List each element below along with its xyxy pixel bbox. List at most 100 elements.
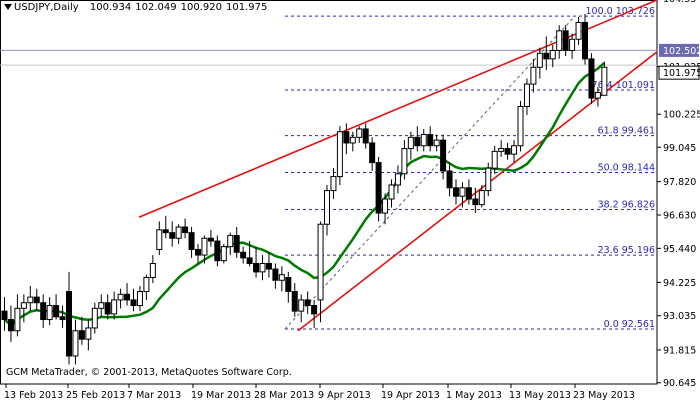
candle-body-up [420, 134, 427, 147]
candle-body-up [156, 229, 163, 250]
candle-body-up [20, 302, 27, 309]
candle-body-up [46, 305, 53, 321]
candle-body-up [556, 30, 563, 51]
candle-body-up [117, 293, 124, 301]
fib-level-label: 100.0 103.726 [585, 6, 655, 17]
fib-level-label: 76.4 101.091 [592, 80, 655, 91]
fib-level-label: 50.0 98.144 [598, 163, 655, 174]
y-tick-label: 95.440 [663, 244, 696, 255]
candle-body-up [459, 187, 466, 197]
candle-body-up [298, 299, 305, 312]
candle-body-down [465, 187, 472, 200]
candle-body-up [549, 49, 556, 60]
symbol-label: USDJPY,Daily [14, 2, 79, 13]
candle-body-up [330, 176, 337, 192]
chart-header: USDJPY,Daily 100.934 102.049 100.920 101.97… [4, 2, 271, 13]
candle-body-up [14, 307, 21, 332]
candle-body-down [162, 229, 169, 234]
low-value: 100.920 [180, 2, 222, 13]
candle-body-up [149, 262, 156, 278]
price-label-current: 101.975 [663, 68, 700, 79]
triangle-down-icon [4, 4, 12, 10]
candle-body-up [324, 190, 330, 225]
x-tick-label: 25 Feb 2013 [66, 390, 125, 401]
fib-baseline [284, 15, 576, 330]
candle-body-up [72, 330, 79, 357]
candle-body-down [59, 316, 66, 321]
candle-body-up [485, 167, 492, 192]
candle-body-down [440, 139, 447, 172]
open-value: 100.934 [89, 2, 132, 13]
candle-body-up [356, 128, 363, 138]
candle-body-down [272, 268, 279, 281]
candle-body-up [569, 38, 576, 51]
candle-body-down [1, 310, 8, 321]
candle-body-up [317, 223, 324, 301]
y-tick-label: 100.225 [663, 110, 700, 121]
candle-body-up [575, 21, 582, 40]
candle-body-down [40, 302, 47, 321]
candle-body-up [98, 302, 105, 309]
candle-body-up [517, 106, 524, 147]
candle-body-up [498, 148, 505, 152]
candle-body-down [253, 262, 260, 273]
y-tick-label: 96.630 [663, 210, 696, 221]
plot-border [0, 0, 658, 385]
candle-body-down [414, 136, 421, 147]
candle-body-down [562, 30, 569, 51]
ohlc-values: 100.934 102.049 100.920 101.975 [90, 2, 271, 13]
candle-body-down [195, 248, 201, 256]
candle-body-down [233, 234, 240, 253]
x-tick-label: 1 May 2013 [446, 390, 502, 401]
copyright-text: GCM MetaTrader, © 2001-2013, MetaQuotes … [6, 367, 292, 378]
y-tick-label: 90.645 [663, 378, 696, 389]
candle-body-up [388, 184, 395, 200]
x-tick-label: 19 Apr 2013 [381, 390, 440, 401]
candle-body-up [227, 234, 234, 248]
candle-body-down [182, 226, 189, 234]
fib-level-label: 0.0 92.561 [604, 319, 655, 330]
candle-body-up [401, 148, 408, 175]
y-tick-label: 97.820 [663, 177, 696, 188]
candle-body-down [582, 21, 588, 60]
candle-body-down [169, 232, 176, 239]
candle-body-down [343, 131, 350, 144]
x-tick-label: 23 May 2013 [573, 390, 635, 401]
candle-body-up [349, 136, 356, 144]
candle-body-down [207, 237, 214, 242]
candle-body-up [394, 173, 401, 186]
candle-body-up [278, 274, 285, 281]
candle-body-down [265, 262, 272, 270]
candle-body-up [175, 226, 182, 239]
price-label-level-a: 102.502 [663, 46, 700, 57]
y-tick-label: 93.035 [663, 311, 696, 322]
candle-body-down [362, 128, 369, 144]
candle-body-up [91, 307, 98, 329]
candle-body-up [336, 131, 343, 178]
candle-body-up [111, 299, 118, 315]
candle-body-down [214, 240, 221, 262]
candle-body-down [285, 276, 292, 293]
candle-body-down [33, 296, 40, 304]
candle-body-down [311, 305, 318, 315]
candle-body-down [304, 299, 311, 307]
x-tick-label: 19 Mar 2013 [191, 390, 251, 401]
candle-body-down [78, 330, 85, 340]
y-tick-label: 104.35 [663, 0, 696, 5]
candle-body-up [136, 291, 143, 307]
x-tick-label: 28 Mar 2013 [254, 390, 314, 401]
fib-level-label: 61.8 99.461 [598, 126, 655, 137]
y-tick-label: 99.045 [663, 143, 696, 154]
candle-body-down [7, 319, 14, 332]
candle-body-down [124, 293, 131, 301]
candle-body-down [104, 302, 111, 315]
candle-body-down [427, 134, 434, 147]
y-tick-label: 94.225 [663, 278, 696, 289]
candle-body-down [240, 251, 247, 259]
fib-level-label: 23.6 95.196 [598, 245, 655, 256]
candle-body-up [511, 145, 518, 155]
candle-body-down [369, 142, 376, 164]
candle-body-up [85, 327, 92, 340]
